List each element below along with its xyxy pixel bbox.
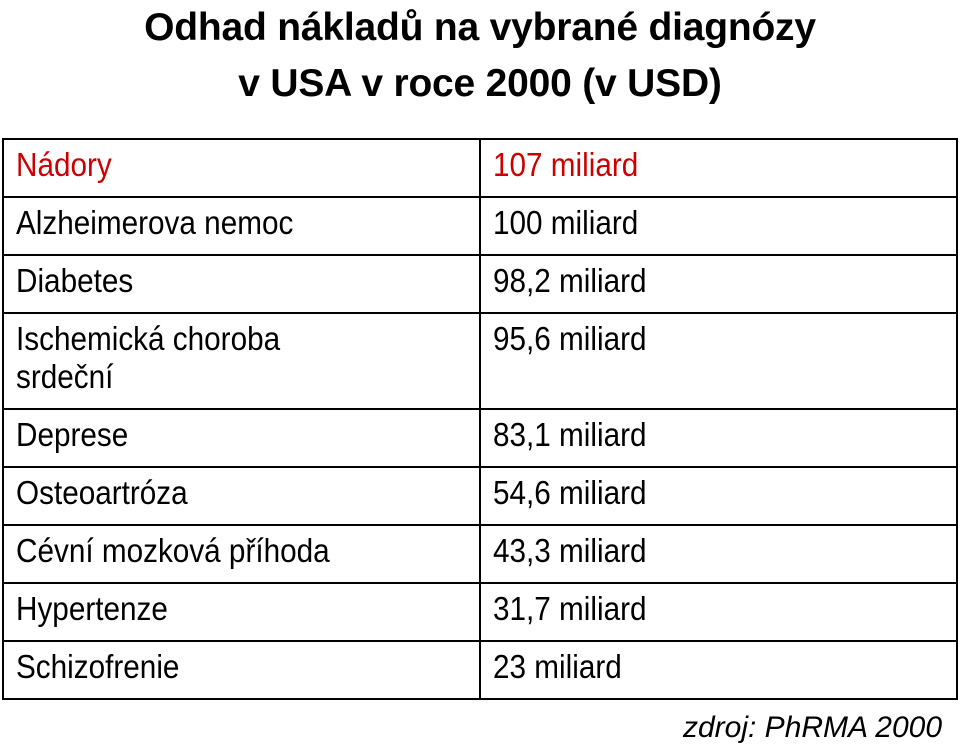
title-line-2: v USA v roce 2000 (v USD) [238, 62, 722, 105]
table-row: Diabetes 98,2 miliard [1, 254, 958, 314]
cost-value: 54,6 miliard [493, 474, 647, 511]
diagnosis-cell: Cévní mozková příhoda [1, 524, 482, 584]
diagnosis-cell: Osteoartróza [1, 466, 482, 526]
diagnosis-label: Diabetes [16, 262, 134, 299]
table-row: Nádory 107 miliard [1, 138, 958, 198]
diagnosis-label: Hypertenze [16, 590, 168, 627]
cost-value: 23 miliard [493, 648, 623, 685]
table-row: Osteoartróza 54,6 miliard [1, 466, 958, 526]
table-row: Ischemická choroba srdeční 95,6 miliard [1, 312, 958, 410]
cost-cell: 98,2 miliard [479, 254, 958, 314]
cost-value: 31,7 miliard [493, 590, 647, 627]
cost-cell: 107 miliard [479, 138, 958, 198]
table-row: Hypertenze 31,7 miliard [1, 582, 958, 642]
diagnosis-label-line-2: srdeční [16, 358, 114, 395]
diagnosis-cell: Hypertenze [1, 582, 482, 642]
cost-value: 95,6 miliard [493, 320, 647, 357]
diagnosis-label: Osteoartróza [16, 474, 188, 511]
diagnosis-cell: Ischemická choroba srdeční [1, 312, 482, 410]
table-row: Deprese 83,1 miliard [1, 408, 958, 468]
page-title: Odhad nákladů na vybrané diagnózy v USA … [0, 0, 960, 112]
cost-cell: 54,6 miliard [479, 466, 958, 526]
table-row: Schizofrenie 23 miliard [1, 640, 958, 700]
diagnosis-label: Cévní mozková příhoda [16, 532, 330, 569]
cost-cell: 23 miliard [479, 640, 958, 700]
cost-value: 107 miliard [493, 146, 639, 183]
cost-value: 100 miliard [493, 204, 639, 241]
diagnosis-cell: Nádory [1, 138, 482, 198]
diagnosis-label: Deprese [16, 416, 129, 453]
cost-table-grid: Nádory 107 miliard Alzheimerova nemoc 10… [1, 138, 958, 700]
cost-value: 83,1 miliard [493, 416, 647, 453]
diagnosis-cell: Alzheimerova nemoc [1, 196, 482, 256]
diagnosis-label: Nádory [16, 146, 112, 183]
cost-table: Nádory 107 miliard Alzheimerova nemoc 10… [1, 138, 958, 700]
cost-cell: 95,6 miliard [479, 312, 958, 410]
diagnosis-label-line-1: Ischemická choroba [16, 320, 281, 357]
diagnosis-cell: Schizofrenie [1, 640, 482, 700]
cost-cell: 43,3 miliard [479, 524, 958, 584]
table-row: Cévní mozková příhoda 43,3 miliard [1, 524, 958, 584]
cost-value: 98,2 miliard [493, 262, 647, 299]
cost-cell: 83,1 miliard [479, 408, 958, 468]
cost-cell: 31,7 miliard [479, 582, 958, 642]
diagnosis-label: Schizofrenie [16, 648, 180, 685]
cost-cell: 100 miliard [479, 196, 958, 256]
source-note: zdroj: PhRMA 2000 [682, 711, 942, 744]
diagnosis-cell: Diabetes [1, 254, 482, 314]
diagnosis-cell: Deprese [1, 408, 482, 468]
title-line-1: Odhad nákladů na vybrané diagnózy [144, 6, 816, 49]
cost-value: 43,3 miliard [493, 532, 647, 569]
diagnosis-label: Alzheimerova nemoc [16, 204, 294, 241]
table-row: Alzheimerova nemoc 100 miliard [1, 196, 958, 256]
